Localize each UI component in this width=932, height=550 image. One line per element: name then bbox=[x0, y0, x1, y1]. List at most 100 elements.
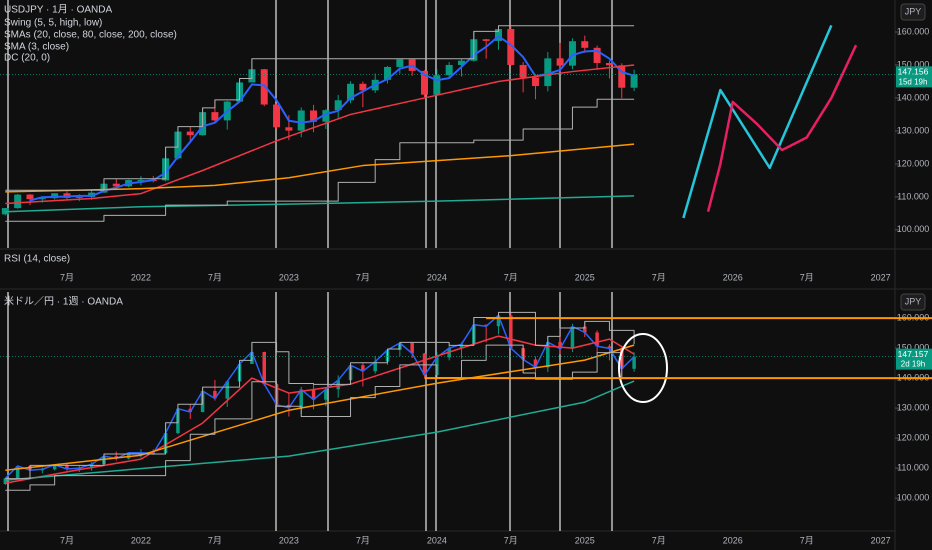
circle-annotation bbox=[618, 333, 668, 403]
candle-body bbox=[445, 64, 453, 76]
candle-body bbox=[211, 112, 219, 121]
indicator-line bbox=[29, 35, 635, 202]
x-tick-label: 7月 bbox=[60, 535, 74, 545]
candle-body bbox=[15, 466, 20, 479]
y-tick-label: 100.000 bbox=[897, 224, 930, 234]
candle-body bbox=[3, 478, 8, 484]
indicator-line bbox=[5, 98, 635, 222]
x-tick-label: 7月 bbox=[504, 272, 518, 282]
y-tick-label: 120.000 bbox=[897, 158, 930, 168]
candle-body bbox=[558, 342, 562, 349]
x-tick-label: 2022 bbox=[131, 535, 151, 545]
candle-body bbox=[457, 60, 465, 65]
currency-label: JPY bbox=[905, 296, 922, 306]
indicator-line bbox=[682, 24, 833, 219]
indicator-label: DC (20, 0) bbox=[4, 53, 50, 64]
candle-body bbox=[311, 389, 316, 400]
indicator-line bbox=[5, 344, 635, 471]
y-tick-label: 110.000 bbox=[897, 462, 929, 472]
candle-body bbox=[297, 110, 305, 131]
candle-body bbox=[213, 391, 217, 399]
candle-body bbox=[494, 29, 502, 41]
candle-body bbox=[607, 346, 612, 349]
indicator-line bbox=[5, 195, 635, 213]
y-tick-label: 150.000 bbox=[897, 59, 930, 69]
indicator-label: SMAs (20, close, 80, close, 200, close) bbox=[4, 30, 177, 41]
weekly-pane bbox=[0, 311, 895, 491]
candle-body bbox=[618, 65, 626, 88]
candle-body bbox=[583, 326, 587, 333]
x-tick-label: 2022 bbox=[131, 272, 151, 282]
candle-body bbox=[112, 183, 120, 187]
symbol-title: USDJPY · 1月 · OANDA bbox=[4, 4, 112, 16]
candle-body bbox=[14, 194, 22, 209]
candle-body bbox=[482, 39, 490, 41]
y-tick-label: 100.000 bbox=[897, 492, 930, 502]
candle-body bbox=[322, 110, 330, 122]
x-tick-label: 7月 bbox=[652, 272, 666, 282]
candle-body bbox=[433, 75, 441, 95]
x-tick-label: 7月 bbox=[208, 272, 222, 282]
currency-box[interactable] bbox=[900, 293, 926, 311]
x-tick-label: 7月 bbox=[504, 535, 518, 545]
x-tick-label: 7月 bbox=[60, 272, 74, 282]
x-tick-label: 7月 bbox=[800, 535, 814, 545]
candle-body bbox=[546, 342, 550, 368]
candle-body bbox=[186, 131, 194, 136]
candle-body bbox=[509, 315, 513, 349]
candle-body bbox=[262, 352, 266, 385]
candle-body bbox=[533, 359, 538, 368]
indicator-line bbox=[4, 314, 635, 479]
x-tick-label: 2025 bbox=[575, 535, 595, 545]
x-tick-label: 2026 bbox=[723, 535, 743, 545]
candle-body bbox=[630, 74, 638, 88]
price-tag-label: 147.157 bbox=[898, 349, 929, 359]
indicator-line bbox=[5, 311, 635, 480]
x-tick-label: 2026 bbox=[723, 272, 743, 282]
candle-body bbox=[459, 344, 464, 349]
countdown-label: 2d 19h bbox=[901, 360, 925, 369]
candle-body bbox=[88, 192, 96, 197]
candle-body bbox=[421, 70, 429, 95]
indicator-label: Swing (5, 5, high, low) bbox=[4, 18, 102, 29]
candle-body bbox=[519, 64, 527, 78]
candle-body bbox=[422, 353, 427, 376]
candle-body bbox=[89, 464, 94, 469]
candle-body bbox=[75, 196, 83, 198]
candle-body bbox=[126, 452, 131, 459]
candle-body bbox=[51, 193, 59, 199]
x-tick-label: 2027 bbox=[871, 272, 891, 282]
indicator-line bbox=[5, 380, 635, 481]
candle-body bbox=[595, 332, 599, 347]
candle-body bbox=[188, 408, 193, 412]
candle-body bbox=[359, 83, 367, 91]
candle-body bbox=[384, 66, 392, 80]
x-tick-label: 2024 bbox=[427, 535, 447, 545]
x-tick-label: 2023 bbox=[279, 272, 299, 282]
indicator-line bbox=[706, 44, 858, 213]
pane-label: RSI (14, close) bbox=[4, 254, 70, 265]
x-tick-label: 2024 bbox=[427, 272, 447, 282]
candle-body bbox=[570, 326, 575, 349]
indicator-line bbox=[5, 25, 635, 191]
candle-body bbox=[568, 41, 576, 66]
y-tick-label: 160.000 bbox=[897, 26, 930, 36]
candle-body bbox=[225, 381, 229, 399]
x-tick-label: 7月 bbox=[356, 535, 370, 545]
candle-body bbox=[605, 62, 613, 66]
x-tick-label: 2027 bbox=[871, 535, 891, 545]
currency-box[interactable] bbox=[900, 3, 926, 21]
x-tick-label: 2025 bbox=[575, 272, 595, 282]
candle-body bbox=[137, 180, 145, 182]
price-tag bbox=[896, 66, 932, 88]
candle-body bbox=[632, 356, 636, 369]
candle-body bbox=[581, 41, 589, 48]
candle-body bbox=[531, 77, 539, 87]
x-tick-label: 7月 bbox=[800, 272, 814, 282]
candle-body bbox=[507, 29, 515, 65]
candle-body bbox=[396, 59, 404, 67]
candle-body bbox=[544, 58, 552, 87]
candle-body bbox=[324, 389, 328, 400]
